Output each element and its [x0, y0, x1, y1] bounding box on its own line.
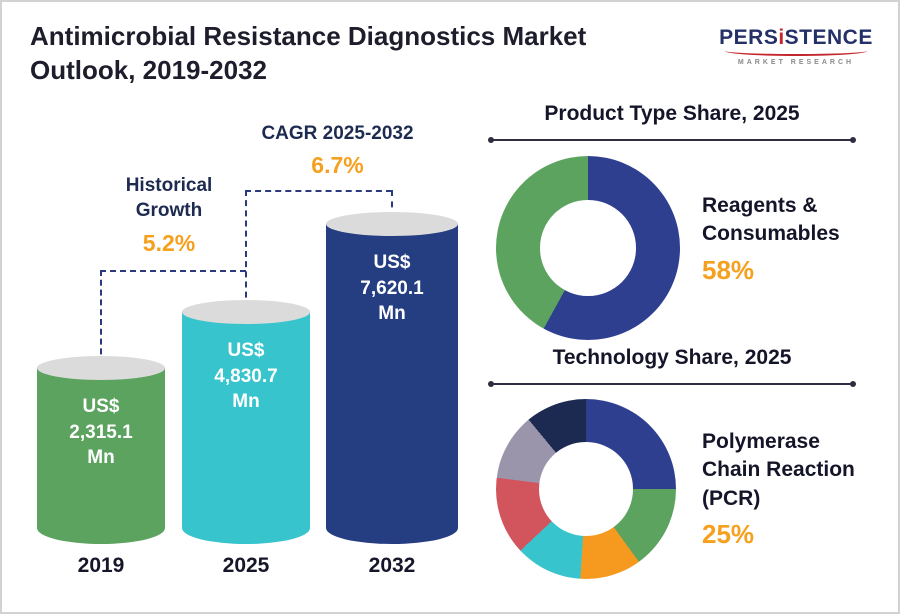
bar-2019-cylinder: US$ 2,315.1 Mn [37, 356, 165, 544]
brand-pre: PERS [719, 26, 779, 49]
bar-2025: US$ 4,830.7 Mn 2025 [182, 300, 310, 578]
technology-share-callout-pct: 25% [702, 519, 755, 550]
donut-hole [539, 442, 633, 536]
divider-line [488, 137, 856, 143]
bar-2032: US$ 7,620.1 Mn 2032 [326, 212, 458, 578]
brand-post: STENCE [784, 26, 873, 49]
connector-line [245, 190, 392, 192]
bar-2032-cylinder: US$ 7,620.1 Mn [326, 212, 458, 544]
axis-label-2025: 2025 [222, 554, 270, 577]
cagr-annotation: CAGR 2025-2032 [250, 122, 425, 147]
brand-wordmark: PERSiSTENCE [718, 26, 874, 50]
technology-share-callout: Polymerase Chain Reaction (PCR) 25% [702, 428, 860, 550]
bar-top-ellipse [182, 300, 310, 324]
historical-growth-annotation: Historical Growth [94, 174, 244, 223]
brand-logo: PERSiSTENCE MARKET RESEARCH [718, 26, 874, 66]
bar-2019: US$ 2,315.1 Mn 2019 [37, 356, 165, 578]
bar-2025-value: US$ 4,830.7 Mn [214, 340, 278, 413]
divider-line [488, 381, 856, 387]
brand-swoosh-line [725, 50, 867, 56]
cagr-value: 6.7% [311, 152, 364, 178]
page-title: Antimicrobial Resistance Diagnostics Mar… [30, 21, 587, 85]
bar-2019-value: US$ 2,315.1 Mn [69, 396, 133, 469]
connector-line [245, 190, 247, 318]
bar-top-ellipse [37, 356, 165, 380]
brand-i: i [778, 26, 785, 49]
axis-label-2019: 2019 [77, 554, 125, 577]
product-share-callout-label: Reagents & Consumables [702, 194, 840, 246]
product-share-heading: Product Type Share, 2025 [544, 102, 800, 125]
bar-top-ellipse [326, 212, 458, 236]
brand-tagline: MARKET RESEARCH [737, 59, 855, 66]
connector-line [391, 190, 393, 230]
historical-growth-value: 5.2% [142, 230, 196, 256]
technology-share-callout-label: Polymerase Chain Reaction (PCR) [702, 430, 855, 510]
axis-label-2032: 2032 [368, 554, 416, 577]
technology-share-donut [496, 399, 676, 579]
connector-line [100, 270, 102, 374]
product-share-callout: Reagents & Consumables 58% [702, 192, 874, 286]
product-share-callout-pct: 58% [702, 254, 755, 285]
cagr-value-wrap: 6.7% [250, 152, 425, 179]
historical-growth-label: Historical Growth [125, 175, 213, 221]
product-share-donut [496, 156, 680, 340]
technology-share-heading: Technology Share, 2025 [552, 346, 792, 369]
bar-2025-cylinder: US$ 4,830.7 Mn [182, 300, 310, 544]
bar-2032-value: US$ 7,620.1 Mn [360, 252, 424, 325]
connector-line [100, 270, 246, 272]
cagr-label: CAGR 2025-2032 [261, 123, 414, 144]
historical-growth-value-wrap: 5.2% [94, 230, 244, 257]
donut-hole [540, 200, 636, 296]
